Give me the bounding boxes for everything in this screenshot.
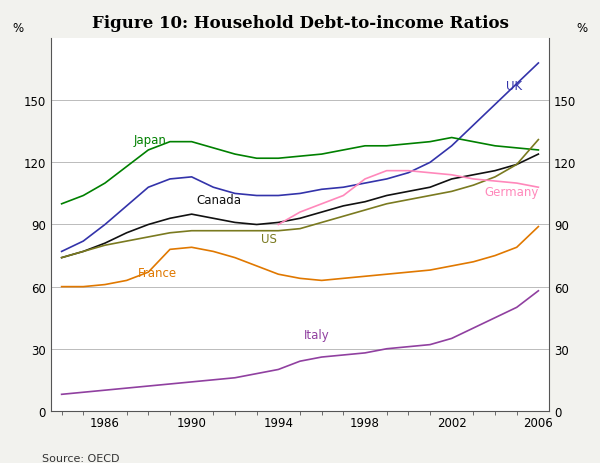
Text: France: France [137,266,176,279]
Title: Figure 10: Household Debt-to-income Ratios: Figure 10: Household Debt-to-income Rati… [92,15,508,32]
Text: US: US [261,233,277,246]
Text: Japan: Japan [133,134,166,147]
Text: Italy: Italy [304,328,330,341]
Text: Canada: Canada [196,194,241,206]
Text: Source: OECD: Source: OECD [42,453,119,463]
Text: Germany: Germany [484,186,539,199]
Text: UK: UK [506,80,522,93]
Text: %: % [13,22,24,35]
Text: %: % [576,22,587,35]
